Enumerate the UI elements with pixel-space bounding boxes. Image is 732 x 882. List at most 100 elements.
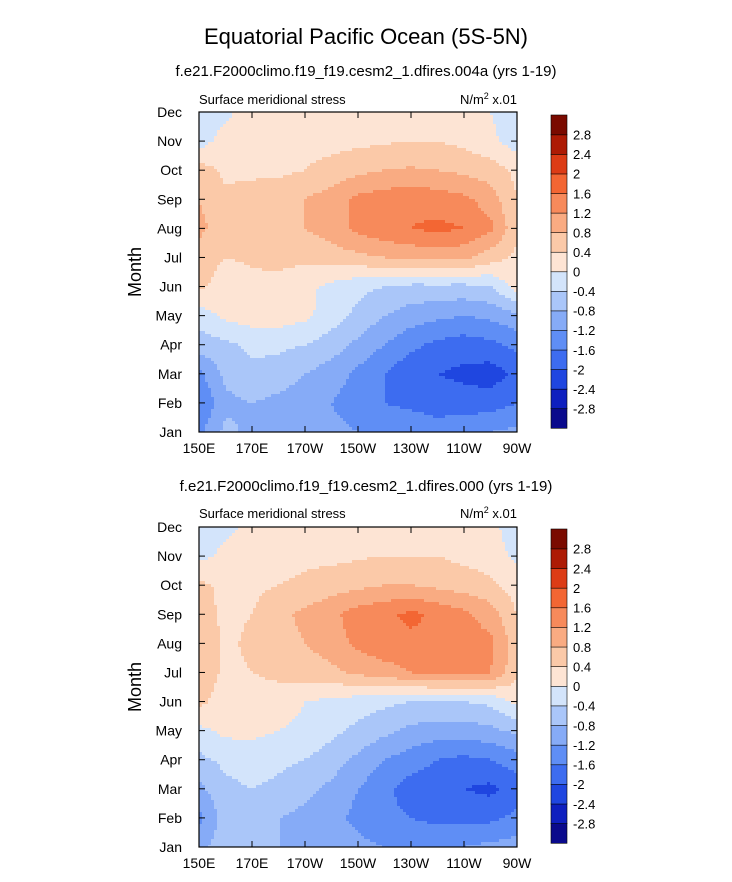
plot-axes: 150E 170E 170W 150W 130W 110W 90W Jan Feb Mar Apr M…	[156, 519, 533, 871]
y-tick-label: Mar	[158, 781, 182, 797]
colorbar-label: -2	[573, 362, 585, 377]
colorbar-swatch	[550, 646, 568, 667]
colorbar-swatch	[550, 134, 568, 155]
colorbar-label: -2.8	[573, 401, 595, 416]
y-tick-label: Jan	[159, 424, 182, 440]
colorbar-swatch	[550, 349, 568, 370]
plot-axes: 150E 170E 170W 150W 130W 110W 90W Jan Feb Mar Apr M…	[156, 104, 533, 456]
colorbar-swatch	[550, 823, 568, 844]
y-tick-label: Aug	[157, 220, 182, 236]
x-tick-label: 170E	[236, 855, 269, 871]
colorbar-label: 0	[573, 265, 580, 280]
colorbar-label: 1.2	[573, 206, 591, 221]
colorbar-label: -2	[573, 777, 585, 792]
y-axis-label: Month	[125, 247, 145, 297]
colorbar-swatch	[550, 548, 568, 569]
panel-subtitle: f.e21.F2000climo.f19_f19.cesm2_1.dfires.…	[180, 478, 553, 495]
y-tick-label: Jul	[164, 249, 182, 265]
colorbar-label: 0.8	[573, 640, 591, 655]
colorbar-swatch	[550, 607, 568, 628]
y-tick-label: Dec	[157, 104, 182, 120]
colorbar-label: -1.2	[573, 323, 595, 338]
colorbar-swatch	[550, 783, 568, 805]
colorbar-swatch	[550, 153, 568, 175]
colorbar-label: 1.6	[573, 601, 591, 616]
units-superscript: 2	[484, 91, 489, 101]
colorbar-swatch	[550, 685, 568, 707]
x-tick-label: 150W	[340, 440, 377, 456]
x-tick-label: 150E	[183, 440, 216, 456]
y-tick-label: Oct	[160, 577, 182, 593]
colorbar-label: -0.8	[573, 718, 595, 733]
x-tick-label: 110W	[446, 440, 482, 456]
colorbar-label: -1.2	[573, 738, 595, 753]
x-tick-label: 90W	[503, 855, 533, 871]
x-tick-label: 170E	[236, 440, 269, 456]
colorbar-swatch	[550, 212, 568, 233]
figure-title: Equatorial Pacific Ocean (5S-5N)	[204, 24, 528, 49]
colorbar-swatch	[550, 388, 568, 410]
y-tick-label: Sep	[157, 191, 182, 207]
colorbar-swatch	[550, 329, 568, 351]
colorbar-label: -1.6	[573, 758, 595, 773]
colorbar-label: 0.4	[573, 245, 591, 260]
panel-top: f.e21.F2000climo.f19_f19.cesm2_1.dfires.…	[125, 63, 595, 456]
contour-plot	[199, 112, 518, 433]
y-tick-label: Feb	[158, 810, 182, 826]
colorbar-label: 0	[573, 679, 580, 694]
y-tick-label: Feb	[158, 395, 182, 411]
colorbar-swatch	[550, 290, 568, 312]
colorbar-swatch	[550, 173, 568, 194]
y-tick-label: Sep	[157, 606, 182, 622]
colorbar-label: -0.4	[573, 699, 595, 714]
y-tick-label: Apr	[160, 337, 182, 353]
colorbar-swatch	[550, 192, 568, 214]
y-tick-label: Jun	[159, 694, 182, 710]
y-tick-label: Apr	[160, 752, 182, 768]
x-tick-label: 130W	[393, 440, 430, 456]
units-superscript: 2	[484, 505, 489, 515]
y-tick-label: Nov	[157, 133, 182, 149]
x-tick-label: 170W	[287, 440, 324, 456]
contour-plot	[199, 527, 518, 848]
colorbar-label: 2.4	[573, 147, 591, 162]
colorbar-label: 2.8	[573, 128, 591, 143]
x-tick-label: 110W	[446, 855, 482, 871]
panel-bottom: f.e21.F2000climo.f19_f19.cesm2_1.dfires.…	[125, 478, 595, 871]
x-tick-label: 170W	[287, 855, 324, 871]
colorbar-swatch	[550, 666, 568, 687]
colorbar-swatch	[550, 744, 568, 766]
colorbar-label: -2.8	[573, 816, 595, 831]
colorbar-swatch	[550, 705, 568, 726]
colorbar-swatch	[550, 114, 568, 136]
colorbar-swatch	[550, 369, 568, 390]
x-tick-label: 90W	[503, 440, 533, 456]
colorbar-label: -2.4	[573, 797, 595, 812]
colorbar-label: -2.4	[573, 382, 595, 397]
colorbar-swatch	[550, 803, 568, 824]
y-axis-label: Month	[125, 662, 145, 712]
y-tick-label: Aug	[157, 635, 182, 651]
x-tick-label: 150E	[183, 855, 216, 871]
colorbar-label: -0.8	[573, 304, 595, 319]
y-tick-label: Nov	[157, 548, 182, 564]
y-tick-label: May	[156, 723, 182, 739]
x-tick-label: 150W	[340, 855, 377, 871]
variable-label: Surface meridional stress	[199, 506, 346, 521]
colorbar: 2.8 2.4 2 1.6 1.2 0.8 0.4 0 -0.4 -0.8 -1.2 -1.6 -2 -2…	[550, 114, 595, 429]
colorbar-swatch	[550, 251, 568, 273]
panel-subtitle: f.e21.F2000climo.f19_f19.cesm2_1.dfires.…	[175, 63, 556, 80]
colorbar-swatch	[550, 310, 568, 331]
colorbar-swatch	[550, 271, 568, 292]
colorbar-swatch	[550, 408, 568, 429]
colorbar-swatch	[550, 764, 568, 785]
y-tick-label: Dec	[157, 519, 182, 535]
colorbar-label: 1.6	[573, 186, 591, 201]
colorbar-label: 2.4	[573, 561, 591, 576]
colorbar: 2.8 2.4 2 1.6 1.2 0.8 0.4 0 -0.4 -0.8 -1.2 -1.6 -2 -2…	[550, 528, 595, 844]
colorbar-label: 2.8	[573, 542, 591, 557]
colorbar-label: 2	[573, 167, 580, 182]
colorbar-label: -1.6	[573, 343, 595, 358]
colorbar-label: 0.8	[573, 225, 591, 240]
